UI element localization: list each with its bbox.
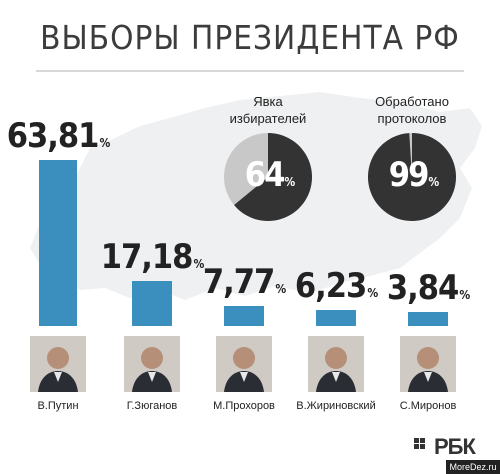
- bar-value-number: 17,18: [100, 237, 194, 278]
- candidate-name: М.Прохоров: [213, 400, 275, 412]
- pie-value-slice: [234, 133, 312, 221]
- watermark: MoreDez.ru: [446, 460, 500, 474]
- title-divider: [36, 70, 464, 72]
- bar-value-label: 63,81%: [6, 116, 111, 157]
- pie-title-line: протоколов: [377, 111, 447, 126]
- pie-value-number: 99: [388, 155, 430, 195]
- percent-sign: %: [275, 281, 286, 296]
- bar-value-label: 3,84%: [386, 268, 470, 308]
- bar-value-number: 3,84: [386, 268, 459, 308]
- candidate-photo: [400, 336, 456, 392]
- page-title: ВЫБОРЫ ПРЕЗИДЕНТА РФ: [40, 18, 460, 57]
- rbk-logo-icon: [414, 438, 432, 456]
- brand-logo: РБК: [434, 434, 476, 459]
- candidate-name: В.Путин: [37, 400, 79, 412]
- portrait-icon: [216, 336, 272, 392]
- pie-chart-1: [224, 133, 312, 221]
- bar-value-number: 6,23: [294, 265, 367, 306]
- pie-value-label: 99%: [389, 155, 439, 195]
- percent-sign: %: [193, 257, 204, 272]
- candidate-photo: [30, 336, 86, 392]
- bar-value-label: 6,23%: [294, 265, 378, 306]
- bar-4: [316, 309, 356, 326]
- pie-title-line: избирателей: [229, 111, 307, 126]
- bar-value-label: 7,77%: [202, 261, 286, 302]
- candidate-name: С.Миронов: [399, 400, 457, 412]
- candidate-photo: [308, 336, 364, 392]
- bar-3: [224, 305, 264, 326]
- candidate-photo: [216, 336, 272, 392]
- bar-2: [132, 281, 172, 326]
- bar-value-label: 17,18%: [100, 237, 205, 278]
- bar-1: [39, 160, 77, 326]
- pie-chart-2: [368, 133, 456, 221]
- percent-sign: %: [99, 136, 110, 151]
- candidate-photo: [124, 336, 180, 392]
- percent-sign: %: [367, 285, 378, 300]
- percent-sign: %: [459, 288, 470, 302]
- pie-title-line: Явка: [253, 94, 283, 109]
- portrait-icon: [124, 336, 180, 392]
- portrait-icon: [308, 336, 364, 392]
- pie-value-number: 64: [244, 155, 286, 195]
- portrait-icon: [400, 336, 456, 392]
- pie-title: Явка избирателей: [208, 93, 328, 127]
- pie-value-slice: [368, 133, 456, 221]
- percent-sign: %: [428, 175, 440, 189]
- candidate-name: Г.Зюганов: [126, 400, 178, 412]
- percent-sign: %: [284, 175, 296, 189]
- pie-title-line: Обработано: [375, 94, 449, 109]
- portrait-icon: [30, 336, 86, 392]
- bar-value-number: 7,77: [202, 261, 275, 302]
- candidate-name: В.Жириновский: [296, 400, 376, 412]
- bar-5: [408, 312, 448, 326]
- bar-value-number: 63,81: [6, 116, 100, 157]
- pie-title: Обработано протоколов: [352, 93, 472, 127]
- pie-value-label: 64%: [245, 155, 295, 195]
